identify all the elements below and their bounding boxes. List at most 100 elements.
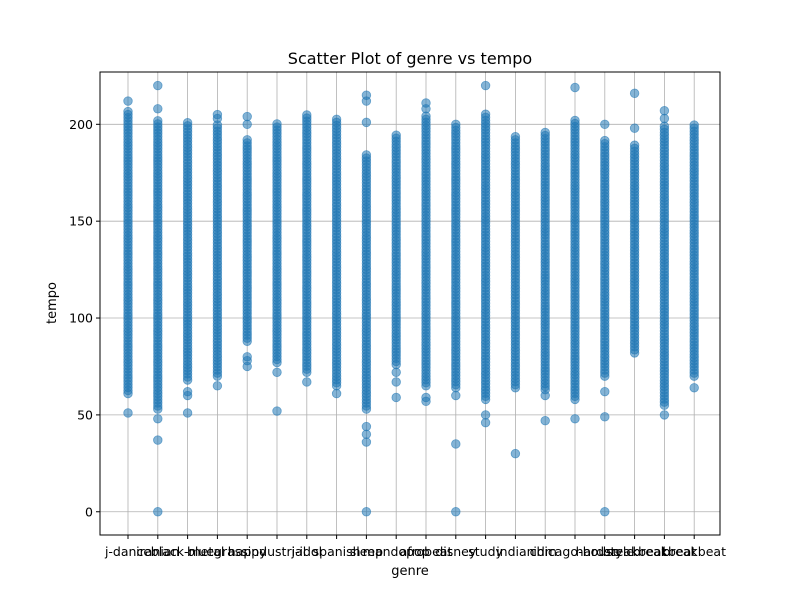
- data-point: [272, 119, 282, 129]
- chart-title: Scatter Plot of genre vs tempo: [288, 49, 532, 68]
- data-point: [451, 507, 461, 517]
- series-column: [361, 90, 372, 517]
- data-point: [689, 383, 699, 393]
- data-point: [629, 140, 640, 150]
- data-point: [361, 507, 372, 517]
- data-point: [272, 406, 282, 416]
- x-tick-label: happy: [228, 544, 267, 559]
- data-point: [391, 130, 401, 140]
- data-point: [212, 109, 223, 120]
- data-point: [600, 386, 610, 397]
- data-point: [302, 110, 312, 120]
- data-point: [629, 88, 640, 99]
- data-point: [540, 127, 550, 138]
- data-point: [331, 388, 342, 399]
- data-point: [242, 135, 252, 145]
- data-point: [659, 106, 670, 116]
- series-column: [421, 98, 431, 407]
- y-tick-label: 50: [77, 407, 93, 422]
- data-point: [153, 507, 163, 517]
- data-point: [510, 448, 521, 459]
- data-point: [242, 111, 252, 122]
- x-tick-label: j-dance: [104, 544, 151, 559]
- x-tick-label: chicago-house: [530, 544, 621, 559]
- data-point: [123, 408, 133, 418]
- data-point: [331, 114, 342, 124]
- data-point: [272, 367, 282, 377]
- x-tick-label: mandopop: [363, 544, 430, 559]
- data-point: [153, 116, 163, 126]
- data-point: [242, 352, 252, 362]
- data-point: [451, 119, 461, 130]
- x-tick-label: black-metal: [151, 544, 225, 559]
- x-tick-label: sleep: [350, 544, 383, 559]
- x-axis-ticks: j-danceiranianblack-metalbluegrasshappyi…: [104, 535, 726, 559]
- series-column: [153, 80, 163, 517]
- series-column: [182, 118, 193, 418]
- data-point: [570, 115, 580, 126]
- data-point: [361, 117, 372, 128]
- data-point: [421, 98, 431, 108]
- data-point: [182, 118, 193, 128]
- data-point: [182, 386, 193, 397]
- data-point: [480, 417, 491, 428]
- series-column: [451, 119, 461, 517]
- series-column: [689, 120, 699, 393]
- data-point: [153, 104, 163, 114]
- data-point: [600, 507, 610, 517]
- x-tick-label: industrial: [248, 544, 306, 559]
- data-point: [153, 80, 163, 91]
- data-points: [123, 80, 699, 517]
- x-tick-label: j-idol: [291, 544, 323, 559]
- data-point: [242, 119, 252, 130]
- x-tick-label: indian: [496, 544, 534, 559]
- y-tick-label: 150: [69, 214, 93, 229]
- data-point: [659, 113, 670, 124]
- y-axis-ticks: 0 50 100 150 200: [69, 117, 100, 519]
- x-tick-label: hardstyle: [576, 544, 635, 559]
- series-column: [272, 119, 282, 416]
- series-column: [629, 88, 640, 358]
- x-tick-label: iranian: [136, 544, 179, 559]
- data-point: [123, 106, 133, 117]
- data-point: [600, 119, 610, 130]
- data-point: [570, 82, 580, 93]
- series-column: [123, 96, 133, 418]
- data-point: [391, 377, 401, 387]
- x-tick-label: study: [468, 544, 503, 559]
- x-tick-label: spanish: [313, 544, 361, 559]
- data-point: [570, 414, 580, 424]
- series-column: [510, 132, 521, 459]
- series-column: [212, 109, 223, 391]
- series-column: [242, 111, 252, 372]
- data-point: [629, 123, 640, 133]
- data-point: [182, 408, 193, 418]
- data-point: [361, 421, 372, 432]
- data-point: [153, 435, 163, 445]
- data-point: [361, 90, 372, 100]
- y-tick-label: 100: [69, 311, 93, 326]
- data-point: [361, 150, 372, 160]
- x-tick-label: breakbeat: [662, 544, 726, 559]
- series-column: [659, 106, 670, 420]
- data-point: [480, 410, 491, 420]
- data-point: [689, 120, 699, 130]
- x-tick-label: idm: [533, 544, 557, 559]
- data-point: [361, 429, 372, 439]
- series-column: [302, 110, 312, 387]
- data-point: [659, 410, 670, 420]
- plot-area-frame: [99, 71, 721, 536]
- data-point: [480, 80, 491, 91]
- series-column: [480, 80, 491, 428]
- x-tick-label: breakbeat: [603, 544, 667, 559]
- data-point: [600, 135, 610, 146]
- data-point: [540, 390, 550, 401]
- data-point: [600, 412, 610, 422]
- data-point: [361, 437, 372, 447]
- data-point: [659, 121, 670, 131]
- data-point: [421, 392, 431, 403]
- x-tick-label: disney: [435, 544, 477, 559]
- series-column: [540, 127, 550, 426]
